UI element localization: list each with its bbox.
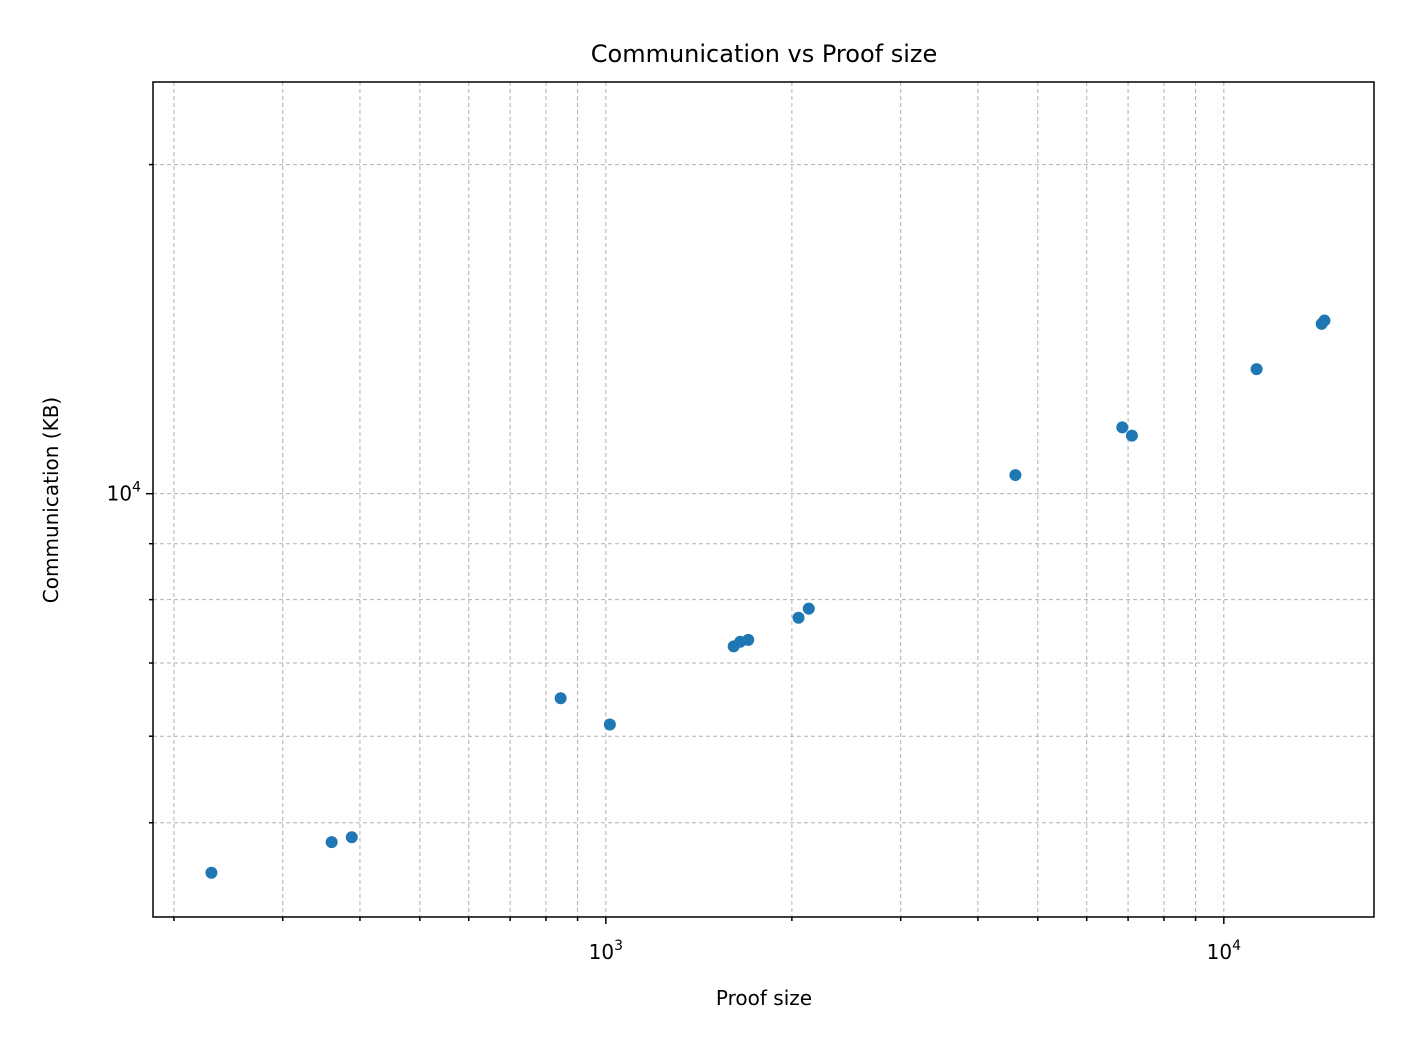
grid (153, 82, 1374, 917)
data-point (205, 866, 218, 879)
data-point (1125, 429, 1138, 442)
x-tick-label: 104 (1207, 938, 1241, 964)
plot-frame (152, 81, 1375, 918)
chart-title: Communication vs Proof size (591, 40, 938, 68)
data-point (1116, 421, 1129, 434)
x-axis-label: Proof size (716, 986, 812, 1010)
data-point (1009, 469, 1022, 482)
data-point (345, 831, 358, 844)
data-point (802, 602, 815, 615)
data-points (205, 314, 1331, 879)
data-point (554, 692, 567, 705)
y-tick-label: 104 (107, 480, 141, 506)
data-point (792, 611, 805, 624)
data-point (325, 836, 338, 849)
data-point (1250, 363, 1263, 376)
data-point (1318, 314, 1331, 327)
y-axis-label: Communication (KB) (39, 397, 63, 603)
data-point (603, 718, 616, 731)
data-point (742, 633, 755, 646)
tick-labels: 103 104 104 (107, 480, 1241, 964)
x-tick-label: 103 (589, 938, 623, 964)
